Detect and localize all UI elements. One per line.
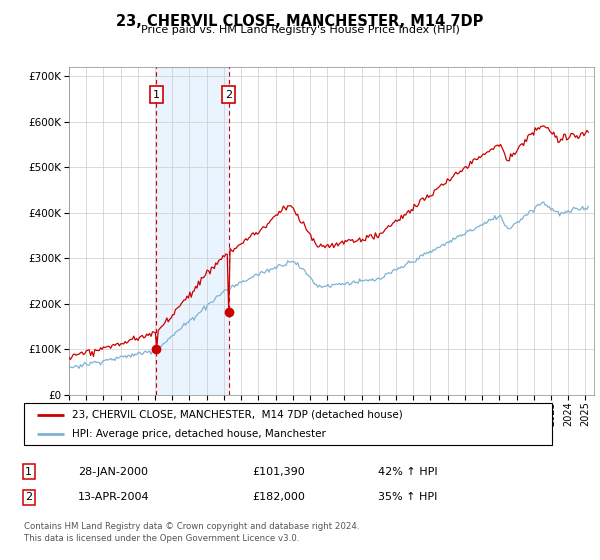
Text: 23, CHERVIL CLOSE, MANCHESTER, M14 7DP: 23, CHERVIL CLOSE, MANCHESTER, M14 7DP <box>116 14 484 29</box>
Text: 1: 1 <box>153 90 160 100</box>
Text: 13-APR-2004: 13-APR-2004 <box>78 492 149 502</box>
Text: 1: 1 <box>25 466 32 477</box>
Text: 2: 2 <box>25 492 32 502</box>
Text: 42% ↑ HPI: 42% ↑ HPI <box>378 466 437 477</box>
Text: Price paid vs. HM Land Registry's House Price Index (HPI): Price paid vs. HM Land Registry's House … <box>140 25 460 35</box>
Text: Contains HM Land Registry data © Crown copyright and database right 2024.
This d: Contains HM Land Registry data © Crown c… <box>24 522 359 543</box>
Text: 23, CHERVIL CLOSE, MANCHESTER,  M14 7DP (detached house): 23, CHERVIL CLOSE, MANCHESTER, M14 7DP (… <box>71 410 402 420</box>
Text: 28-JAN-2000: 28-JAN-2000 <box>78 466 148 477</box>
Bar <box>156 67 229 395</box>
Text: £182,000: £182,000 <box>252 492 305 502</box>
Text: £101,390: £101,390 <box>252 466 305 477</box>
Text: 2: 2 <box>225 90 232 100</box>
Text: HPI: Average price, detached house, Manchester: HPI: Average price, detached house, Manc… <box>71 430 325 439</box>
Text: 35% ↑ HPI: 35% ↑ HPI <box>378 492 437 502</box>
